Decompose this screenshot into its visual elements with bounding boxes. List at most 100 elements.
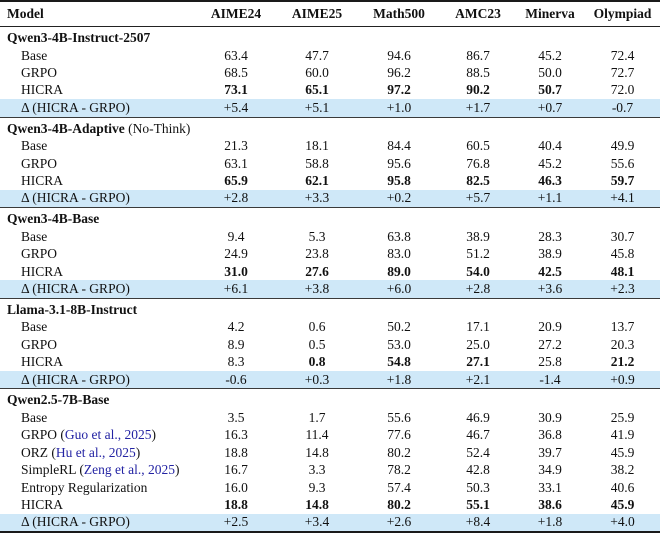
metric-cell: 90.2 xyxy=(466,82,490,98)
metric-cell: 54.0 xyxy=(466,263,490,279)
metric-cell: +0.2 xyxy=(357,189,441,208)
data-row: HICRA 65.9 62.1 95.8 82.5 46.3 59.7 xyxy=(0,172,660,189)
metric-cell: 18.8 xyxy=(224,496,248,512)
section-row: Llama-3.1-8B-Instruct xyxy=(0,297,660,319)
metric-cell: 78.2 xyxy=(387,462,411,478)
metric-cell: 33.1 xyxy=(538,479,562,495)
citation-link[interactable]: Zeng et al., 2025 xyxy=(83,462,175,478)
header-row: Model AIME24 AIME25 Math500 AMC23 Minerva Olym… xyxy=(0,1,660,27)
metric-cell: 60.5 xyxy=(466,138,490,154)
delta-row: Δ (HICRA - GRPO) -0.6 +0.3 +1.8 +2.1 -1.4 +0.9 xyxy=(0,370,660,389)
metric-cell: +1.1 xyxy=(515,189,585,208)
metric-cell: 9.4 xyxy=(227,228,245,244)
metric-cell: 59.7 xyxy=(610,173,635,189)
metric-cell: 18.8 xyxy=(224,444,248,460)
delta-label: Δ (HICRA - GRPO) xyxy=(21,371,130,387)
data-row: Base 9.4 5.3 63.8 38.9 28.3 30.7 xyxy=(0,228,660,245)
metric-cell: 45.2 xyxy=(538,155,562,171)
delta-row: Δ (HICRA - GRPO) +5.4 +5.1 +1.0 +1.7 +0.7 -0.7 xyxy=(0,99,660,118)
metric-cell: 62.1 xyxy=(305,173,329,189)
metric-cell: -1.4 xyxy=(515,370,585,389)
metric-cell: 80.2 xyxy=(387,444,411,460)
row-label-cell: Base xyxy=(0,319,195,336)
metric-cell: 94.6 xyxy=(387,47,411,63)
metric-cell: 27.1 xyxy=(466,354,490,370)
column-header-aime25: AIME25 xyxy=(277,1,357,27)
citation-link[interactable]: Hu et al., 2025 xyxy=(55,444,136,460)
metric-cell: 23.8 xyxy=(305,246,329,262)
metric-cell: +4.1 xyxy=(585,189,660,208)
metric-cell: 42.5 xyxy=(538,263,562,279)
metric-cell: 50.0 xyxy=(538,65,562,81)
metric-cell: +0.7 xyxy=(515,99,585,118)
metric-cell: 27.6 xyxy=(305,263,329,279)
section-title-note: (No-Think) xyxy=(128,120,191,136)
metric-cell: 25.0 xyxy=(466,336,490,352)
metric-cell: 88.5 xyxy=(466,65,490,81)
metric-cell: 73.1 xyxy=(224,82,248,98)
metric-cell: 63.1 xyxy=(224,155,248,171)
row-label-cell: Base xyxy=(0,138,195,155)
metric-cell: 50.2 xyxy=(387,319,411,335)
metric-cell: 97.2 xyxy=(387,82,411,98)
section-row: Qwen3-4B-Adaptive (No-Think) xyxy=(0,116,660,138)
metric-cell: 31.0 xyxy=(224,263,248,279)
row-label-cell: Δ (HICRA - GRPO) xyxy=(0,370,195,389)
metric-cell: +3.4 xyxy=(277,513,357,532)
metric-cell: 50.3 xyxy=(466,479,490,495)
method-label: GRPO xyxy=(21,246,58,262)
data-row: GRPO 8.9 0.5 53.0 25.0 27.2 20.3 xyxy=(0,336,660,353)
metric-cell: 47.7 xyxy=(305,47,329,63)
metric-cell: 55.6 xyxy=(387,409,411,425)
metric-cell: 45.9 xyxy=(610,444,635,460)
metric-cell: 83.0 xyxy=(387,246,411,262)
row-label-cell: GRPO xyxy=(0,64,195,81)
delta-label: Δ (HICRA - GRPO) xyxy=(21,280,130,296)
data-row: GRPO 63.1 58.8 95.6 76.8 45.2 55.6 xyxy=(0,155,660,172)
row-label-cell: HICRA xyxy=(0,353,195,370)
section-row: Qwen2.5-7B-Base xyxy=(0,388,660,410)
metric-cell: 46.9 xyxy=(466,409,490,425)
metric-cell: 72.0 xyxy=(610,82,635,98)
row-label-cell: Δ (HICRA - GRPO) xyxy=(0,99,195,118)
section-title-text: Llama-3.1-8B-Instruct xyxy=(7,301,138,317)
delta-label: Δ (HICRA - GRPO) xyxy=(21,514,130,530)
metric-cell: 34.9 xyxy=(538,462,562,478)
metric-cell: 82.5 xyxy=(466,173,490,189)
metric-cell: +1.8 xyxy=(357,370,441,389)
metric-cell: 0.6 xyxy=(308,319,326,335)
delta-row: Δ (HICRA - GRPO) +2.5 +3.4 +2.6 +8.4 +1.8 +4.0 xyxy=(0,513,660,532)
metric-cell: 30.7 xyxy=(610,228,635,244)
metric-cell: +2.6 xyxy=(357,513,441,532)
method-label: HICRA xyxy=(21,354,64,370)
metric-cell: +8.4 xyxy=(441,513,515,532)
metric-cell: 20.9 xyxy=(538,319,562,335)
metric-cell: 17.1 xyxy=(466,319,490,335)
metric-cell: 24.9 xyxy=(224,246,248,262)
metric-cell: 38.9 xyxy=(538,246,562,262)
metric-cell: 96.2 xyxy=(387,65,411,81)
data-row: ORZ (Hu et al., 2025) 18.8 14.8 80.2 52.4 39.… xyxy=(0,444,660,461)
metric-cell: 46.3 xyxy=(538,173,562,189)
metric-cell: 18.1 xyxy=(305,138,329,154)
row-label-cell: Base xyxy=(0,47,195,64)
metric-cell: +3.8 xyxy=(277,280,357,299)
metric-cell: +3.6 xyxy=(515,280,585,299)
metric-cell: 20.3 xyxy=(610,336,635,352)
metric-cell: 51.2 xyxy=(466,246,490,262)
citation-link[interactable]: Guo et al., 2025 xyxy=(64,427,152,443)
row-label-cell: GRPO xyxy=(0,155,195,172)
metric-cell: 57.4 xyxy=(387,479,411,495)
metric-cell: 53.0 xyxy=(387,336,411,352)
metric-cell: +4.0 xyxy=(585,513,660,532)
metric-cell: 3.3 xyxy=(308,462,326,478)
section-title-text: Qwen2.5-7B-Base xyxy=(7,392,110,408)
section-title: Llama-3.1-8B-Instruct xyxy=(0,297,660,319)
metric-cell: 39.7 xyxy=(538,444,562,460)
data-row: GRPO (Guo et al., 2025) 16.3 11.4 77.6 46.7 3… xyxy=(0,427,660,444)
data-row: HICRA 18.8 14.8 80.2 55.1 38.6 45.9 xyxy=(0,496,660,513)
row-label-cell: HICRA xyxy=(0,496,195,513)
row-label-cell: HICRA xyxy=(0,263,195,280)
metric-cell: +0.3 xyxy=(277,370,357,389)
